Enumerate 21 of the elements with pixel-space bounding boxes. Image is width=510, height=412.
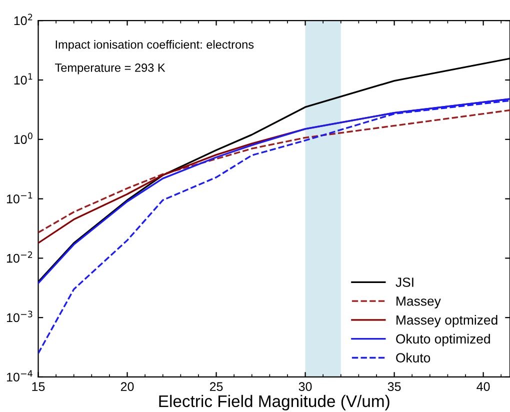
legend-label: Massey optmized (396, 315, 498, 328)
y-tick-label: 10$^{−2}$ (6, 251, 32, 263)
x-axis-title: Electric Field Magnitude (V/um) (159, 394, 390, 410)
y-tick-label: 10$^{−4}$ (6, 370, 32, 382)
legend-label: Massey (396, 296, 441, 308)
y-tick-label: 10$^{0}$ (14, 132, 32, 144)
legend-label: JSI (396, 278, 414, 287)
legend-label: Okuto (396, 352, 430, 362)
x-tick-label: 40 (476, 382, 490, 392)
y-tick-label: 10$^{−1}$ (6, 192, 32, 204)
x-tick-label: 15 (32, 382, 45, 392)
legend-label: Okuto optimized (396, 334, 490, 346)
y-tick-label: 10$^{−3}$ (6, 310, 32, 322)
annotation: Temperature = 293 K (55, 64, 166, 74)
annotation: Impact ionisation coefficient: electrons (56, 40, 254, 52)
x-tick-label: 30 (298, 382, 312, 392)
x-tick-label: 25 (210, 382, 223, 392)
y-tick-label: 10$^{2}$ (14, 14, 32, 26)
x-tick-label: 20 (120, 382, 134, 392)
y-tick-label: 10$^{1}$ (14, 73, 32, 85)
x-tick-label: 35 (388, 382, 401, 392)
